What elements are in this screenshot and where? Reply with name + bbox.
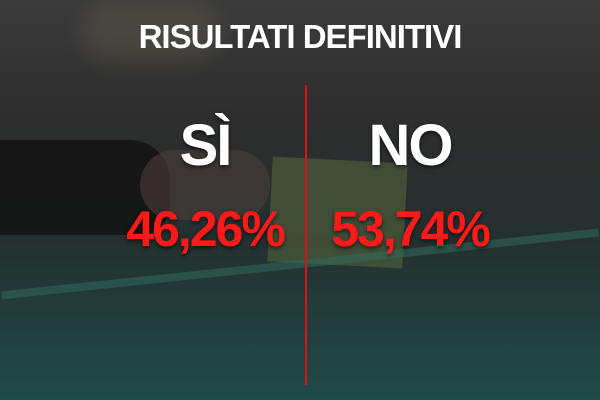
- page-title: RISULTATI DEFINITIVI: [138, 18, 463, 55]
- no-percent: 53,74%: [331, 201, 491, 257]
- yes-label: SÌ: [179, 113, 233, 178]
- no-label: NO: [368, 113, 454, 178]
- divider-line: [305, 85, 307, 385]
- background-light: [80, 0, 220, 60]
- yes-percent: 46,26%: [126, 201, 286, 257]
- background-hand: [140, 150, 270, 220]
